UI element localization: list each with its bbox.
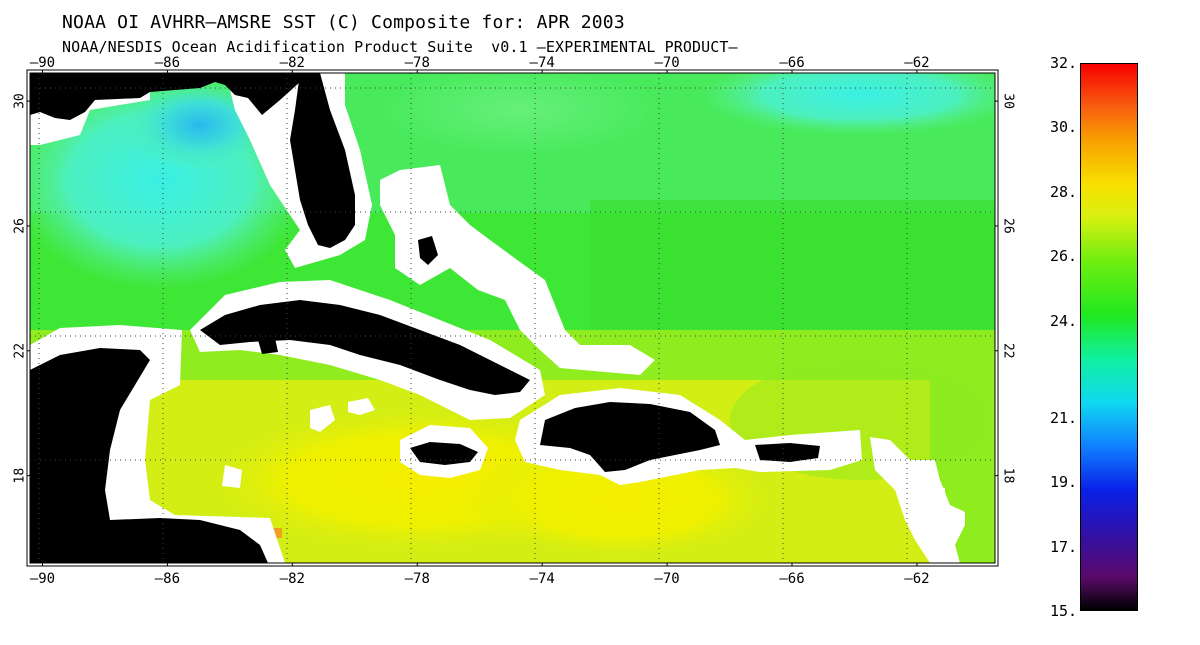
colorbar-tick-label: 15. — [1050, 602, 1078, 620]
map-title: NOAA OI AVHRR—AMSRE SST (C) Composite fo… — [62, 12, 625, 33]
lon-tick-top: —90 — [30, 55, 55, 71]
lat-tick-left: 26 — [13, 218, 28, 234]
lon-tick-bottom: —86 — [155, 571, 180, 587]
land-bahamas-andros — [418, 236, 438, 265]
colorbar-tick-label: 24. — [1050, 311, 1078, 330]
lat-tick-right: 26 — [1001, 218, 1016, 234]
land-isle-of-youth — [258, 338, 278, 354]
lat-tick-right: 22 — [1001, 343, 1016, 359]
land-jamaica — [410, 442, 478, 465]
lat-ticks-right: 30 26 22 18 — [995, 93, 1016, 483]
colorbar-tick-label: 32. — [1050, 54, 1078, 72]
colorbar-tick-label: 19. — [1050, 473, 1078, 492]
lon-tick-bottom: —66 — [779, 571, 804, 587]
land-us-gulf-coast — [30, 73, 300, 120]
colorbar-tick-label: 26. — [1050, 247, 1078, 266]
lon-tick-bottom: —70 — [654, 571, 679, 587]
lat-tick-left: 22 — [13, 343, 28, 359]
colorbar — [1080, 63, 1138, 611]
lon-tick-top: —78 — [405, 55, 430, 71]
land-puerto-rico — [755, 443, 820, 462]
lon-tick-bottom: —82 — [280, 571, 305, 587]
lon-tick-top: —62 — [904, 55, 929, 71]
lon-ticks-top: —90 —86 —82 —78 —74 —70 —66 —62 — [30, 55, 930, 73]
lon-tick-bottom: —90 — [30, 571, 55, 587]
lat-tick-left: 30 — [13, 93, 28, 109]
lon-ticks-bottom: —90 —86 —82 —78 —74 —70 —66 —62 — [30, 563, 930, 587]
lon-tick-bottom: —62 — [904, 571, 929, 587]
land — [30, 73, 820, 563]
lat-tick-right: 18 — [1001, 468, 1016, 484]
colorbar-tick-label: 21. — [1050, 408, 1078, 427]
land-hispaniola — [540, 402, 720, 472]
lon-tick-top: —82 — [280, 55, 305, 71]
land-mexico-yucatan — [30, 348, 268, 563]
lon-tick-bottom: —78 — [405, 571, 430, 587]
lon-tick-top: —70 — [654, 55, 679, 71]
lon-tick-top: —74 — [530, 55, 555, 71]
lon-tick-top: —66 — [779, 55, 804, 71]
lon-tick-top: —86 — [155, 55, 180, 71]
land-florida — [290, 73, 355, 248]
colorbar-tick-label: 28. — [1050, 182, 1078, 201]
lat-ticks-left: 30 26 22 18 — [13, 93, 30, 484]
map-subtitle: NOAA/NESDIS Ocean Acidification Product … — [62, 38, 738, 56]
colorbar-tick-label: 17. — [1050, 537, 1078, 556]
lon-tick-bottom: —74 — [530, 571, 555, 587]
map-frame — [29, 72, 996, 564]
graticule — [30, 73, 995, 563]
land-cuba — [200, 300, 530, 395]
sst-field — [30, 73, 995, 563]
lat-tick-left: 18 — [13, 468, 28, 484]
lat-tick-right: 30 — [1001, 93, 1016, 109]
colorbar-tick-label: 30. — [1050, 118, 1078, 137]
